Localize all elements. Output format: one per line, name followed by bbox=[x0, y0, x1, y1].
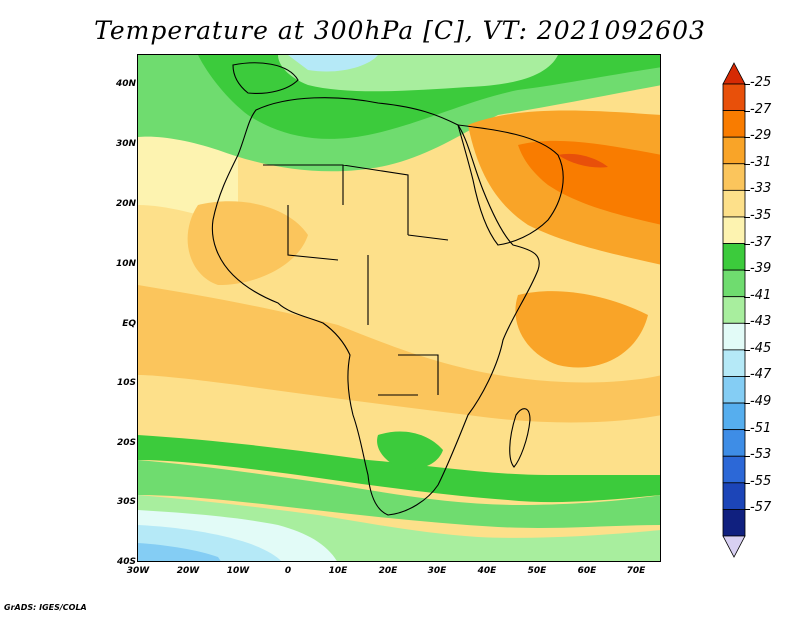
colorbar-segment bbox=[722, 322, 746, 351]
colorbar-segment bbox=[722, 429, 746, 457]
colorbar-segment bbox=[722, 216, 746, 244]
field-indian-orange bbox=[515, 291, 648, 368]
colorbar-label: -37 bbox=[750, 234, 772, 250]
colorbar-tick bbox=[744, 376, 750, 378]
field-iran-darkorange bbox=[518, 140, 660, 225]
field-south-green bbox=[138, 460, 660, 528]
colorbar-label: -33 bbox=[750, 181, 772, 197]
lon-label: 60E bbox=[577, 566, 597, 576]
field-south-darkgreen bbox=[138, 435, 660, 503]
colorbar-label: -43 bbox=[750, 314, 772, 330]
colorbar-segment bbox=[722, 136, 746, 165]
lon-label: 70E bbox=[626, 566, 646, 576]
colorbar-segment bbox=[722, 163, 746, 191]
colorbar-top-arrow bbox=[722, 62, 746, 85]
lon-label: 10E bbox=[328, 566, 348, 576]
lat-label: 40N bbox=[115, 79, 136, 89]
colorbar-segment bbox=[722, 482, 746, 510]
colorbar-segment bbox=[722, 269, 746, 298]
colorbar-label: -45 bbox=[750, 340, 772, 356]
colorbar-tick bbox=[744, 270, 750, 272]
lon-label: 20E bbox=[378, 566, 398, 576]
colorbar-tick bbox=[744, 110, 750, 112]
lat-label: 20N bbox=[115, 199, 136, 209]
colorbar-label: -41 bbox=[750, 287, 772, 303]
colorbar-label: -25 bbox=[750, 75, 772, 90]
coastlines bbox=[211, 62, 564, 516]
map-plot-area bbox=[137, 54, 661, 562]
map-title: Temperature at 300hPa [C], VT: 202109260… bbox=[94, 16, 706, 45]
lat-label: EQ bbox=[122, 319, 136, 329]
colorbar-segment bbox=[722, 296, 746, 324]
colorbar-segment bbox=[722, 455, 746, 484]
colorbar-tick bbox=[744, 216, 750, 218]
colorbar-tick bbox=[744, 456, 750, 458]
colorbar-label: -31 bbox=[750, 154, 772, 170]
field-equatorial-orange bbox=[138, 285, 660, 423]
colorbar-tick bbox=[744, 509, 750, 511]
colorbar-tick bbox=[744, 84, 750, 85]
colorbar-label: -57 bbox=[750, 500, 772, 516]
colorbar-segment bbox=[722, 349, 746, 377]
colorbar-tick bbox=[744, 296, 750, 298]
colorbar-label: -53 bbox=[750, 447, 772, 463]
colorbar-tick bbox=[744, 243, 750, 245]
colorbar-segment bbox=[722, 509, 746, 537]
lon-label: 50E bbox=[527, 566, 547, 576]
colorbar-tick bbox=[744, 323, 750, 325]
lon-label: 20W bbox=[176, 566, 200, 576]
colorbar-label: -27 bbox=[750, 101, 772, 117]
lat-label: 30S bbox=[116, 497, 136, 507]
colorbar-segment bbox=[722, 189, 746, 218]
lat-label: 40S bbox=[116, 557, 136, 567]
lon-label: 0 bbox=[284, 566, 292, 576]
colorbar-label: -55 bbox=[750, 473, 772, 489]
colorbar-tick bbox=[744, 137, 750, 139]
field-south-deepblue bbox=[138, 543, 221, 561]
madagascar-coastline bbox=[509, 408, 531, 468]
credit-text: GrADS: IGES/COLA bbox=[4, 603, 87, 612]
africa-coastline bbox=[211, 97, 540, 516]
colorbar-tick bbox=[744, 403, 750, 405]
colorbar-label: -35 bbox=[750, 207, 772, 223]
lon-label: 30E bbox=[427, 566, 447, 576]
colorbar-label: -47 bbox=[750, 367, 772, 383]
colorbar-segment bbox=[722, 376, 746, 404]
colorbar-label: -29 bbox=[750, 128, 772, 144]
colorbar-segment bbox=[722, 243, 746, 271]
colorbar-tick bbox=[744, 190, 750, 192]
lon-label: 30W bbox=[126, 566, 150, 576]
field-hotspot bbox=[558, 153, 608, 168]
lon-label: 40E bbox=[477, 566, 497, 576]
colorbar-label: -51 bbox=[750, 420, 772, 436]
colorbar-segment bbox=[722, 402, 746, 431]
temperature-field-map bbox=[138, 55, 660, 561]
lat-label: 10N bbox=[115, 259, 136, 269]
colorbar-label: -39 bbox=[750, 261, 772, 277]
field-sa-green-patch bbox=[377, 431, 443, 470]
arabia-coastline bbox=[457, 124, 564, 246]
iberia-coastline bbox=[232, 62, 299, 94]
lon-label: 10W bbox=[226, 566, 250, 576]
colorbar-tick bbox=[744, 349, 750, 351]
field-north-blue bbox=[288, 55, 378, 72]
colorbar-bottom-arrow bbox=[722, 535, 746, 558]
colorbar bbox=[722, 62, 746, 558]
lat-label: 30N bbox=[115, 139, 136, 149]
field-westafrica-orange bbox=[187, 201, 308, 285]
colorbar-tick bbox=[744, 163, 750, 165]
colorbar-label: -49 bbox=[750, 394, 772, 410]
lat-label: 20S bbox=[116, 438, 136, 448]
colorbar-segment bbox=[722, 110, 746, 138]
lat-label: 10S bbox=[116, 378, 136, 388]
colorbar-tick bbox=[744, 429, 750, 431]
colorbar-tick bbox=[744, 482, 750, 484]
colorbar-segment bbox=[722, 83, 746, 111]
